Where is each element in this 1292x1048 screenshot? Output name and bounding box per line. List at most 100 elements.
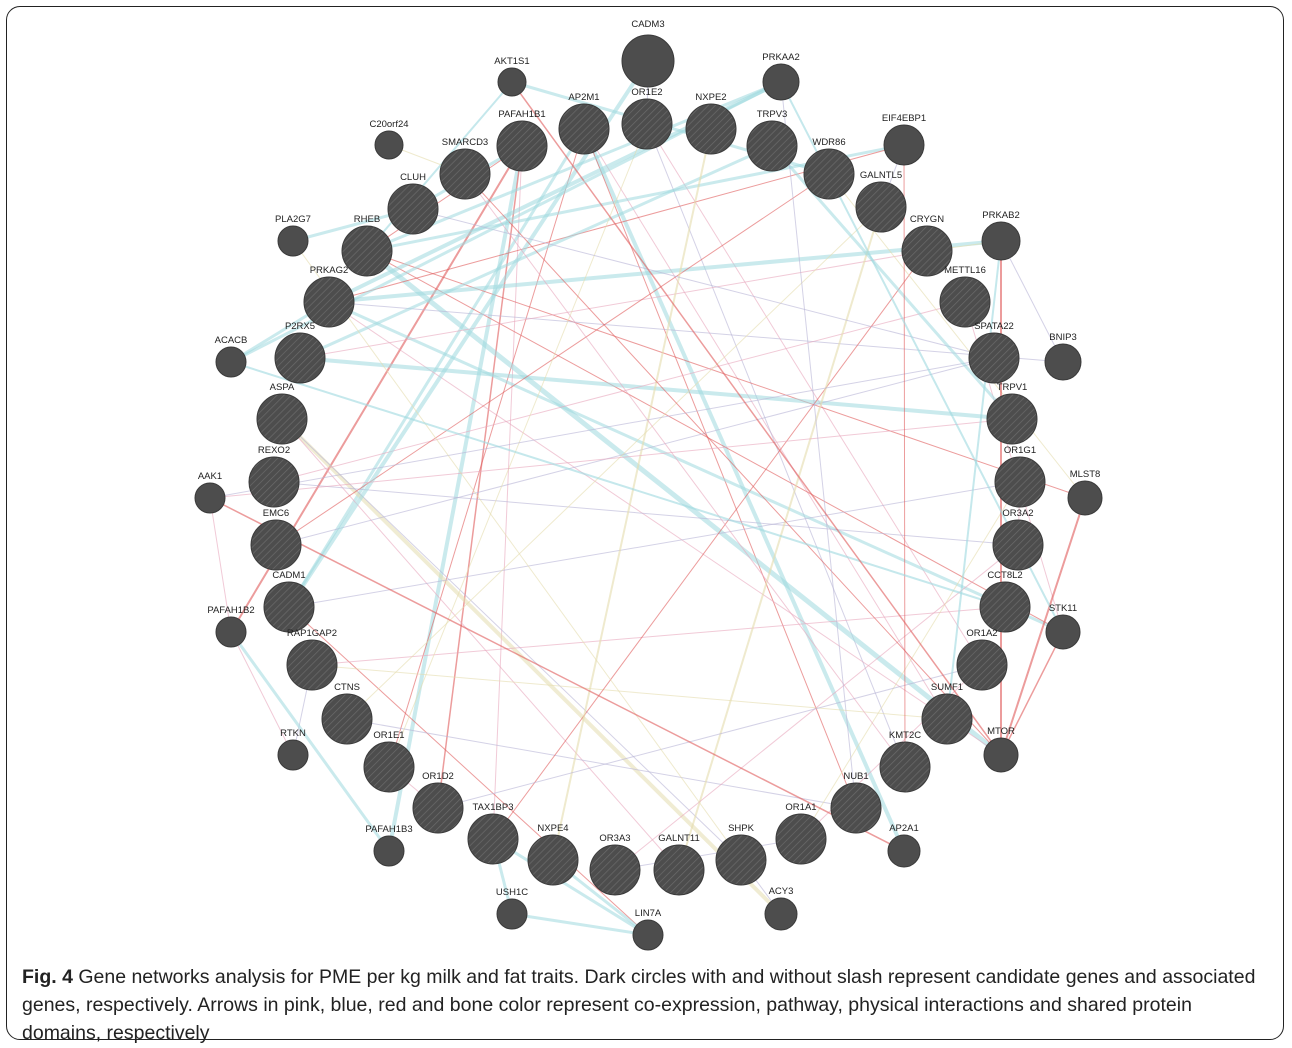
gene-label: SMARCD3 xyxy=(442,137,488,148)
gene-label: PRKAB2 xyxy=(982,210,1020,221)
edge-physical-stk11-mtor xyxy=(1000,631,1064,756)
gene-label: OR3A2 xyxy=(1002,508,1033,519)
edge-coexpression-pafah1b2-rtkn xyxy=(230,631,294,756)
gene-label: WDR86 xyxy=(812,137,845,148)
candidate-gene-circle xyxy=(986,393,1038,445)
gene-node-ush1c: USH1C xyxy=(496,887,528,930)
edge-coexpression-trpv1-aak1 xyxy=(209,418,1013,499)
associated-gene-circle xyxy=(374,130,404,160)
gene-label: CRYGN xyxy=(910,214,944,225)
edge-pathway-ush1c-lin7a xyxy=(511,912,649,937)
edge-other-emc6-spata22 xyxy=(275,357,995,546)
associated-gene-circle xyxy=(215,346,247,378)
candidate-gene-circle xyxy=(248,456,300,508)
gene-node-sumf1: SUMF1 xyxy=(921,682,973,745)
candidate-gene-circle xyxy=(746,120,798,172)
gene-label: C20orf24 xyxy=(369,119,408,130)
gene-node-tax1bp3: TAX1BP3 xyxy=(467,802,519,865)
gene-node-cluh: CLUH xyxy=(387,172,439,235)
gene-label: TRPV1 xyxy=(997,382,1028,393)
edge-physical-mtor-akt1s1 xyxy=(511,81,1002,756)
gene-node-galntl5: GALNTL5 xyxy=(855,170,907,233)
gene-label: GALNT11 xyxy=(658,833,700,844)
gene-node-or1e1: OR1E1 xyxy=(363,730,415,793)
candidate-gene-circle xyxy=(363,741,415,793)
candidate-gene-circle xyxy=(685,103,737,155)
gene-label: KMT2C xyxy=(889,730,921,741)
associated-gene-circle xyxy=(883,124,925,166)
gene-label: STK11 xyxy=(1049,603,1077,614)
edge-physical-rheb-mlst8 xyxy=(366,250,1086,499)
associated-gene-circle xyxy=(1044,343,1082,381)
gene-node-pafah1b2: PAFAH1B2 xyxy=(207,605,255,648)
associated-gene-circle xyxy=(194,482,226,514)
gene-label: EMC6 xyxy=(263,508,289,519)
gene-label: TAX1BP3 xyxy=(472,802,513,813)
gene-node-prkag2: PRKAG2 xyxy=(303,265,355,328)
candidate-gene-circle xyxy=(968,332,1020,384)
candidate-gene-circle xyxy=(274,332,326,384)
associated-gene-circle xyxy=(762,63,800,101)
edge-shared_domains-or1a1-or1g1 xyxy=(800,481,1021,840)
gene-node-crygn: CRYGN xyxy=(901,214,953,277)
associated-gene-circle xyxy=(981,221,1021,261)
gene-label: OR1E2 xyxy=(631,87,662,98)
candidate-gene-circle xyxy=(412,782,464,834)
candidate-gene-circle xyxy=(803,148,855,200)
edge-coexpression-or1e2-or1a2 xyxy=(646,123,983,666)
gene-node-aak1: AAK1 xyxy=(194,471,226,514)
gene-node-ctns: CTNS xyxy=(321,682,373,745)
gene-label: METTL16 xyxy=(944,265,986,276)
gene-node-shpk: SHPK xyxy=(715,823,767,886)
associated-gene-circle xyxy=(1045,614,1081,650)
gene-label: RTKN xyxy=(280,728,306,739)
edge-pathway-prkag2-prkab2 xyxy=(328,239,1002,304)
gene-label: P2RX5 xyxy=(285,321,315,332)
edge-pathway-sumf1-prkab2 xyxy=(946,240,1002,720)
candidate-gene-circle xyxy=(992,519,1044,571)
candidate-gene-circle xyxy=(439,148,491,200)
edge-coexpression-pafah1b1-tax1bp3 xyxy=(492,145,523,840)
gene-node-lin7a: LIN7A xyxy=(632,908,664,951)
gene-label: ASPA xyxy=(270,382,295,393)
gene-node-pafah1b1: PAFAH1B1 xyxy=(496,109,548,172)
gene-label: AAK1 xyxy=(198,471,222,482)
gene-label: PLA2G7 xyxy=(275,214,311,225)
gene-node-galnt11: GALNT11 xyxy=(653,833,705,896)
gene-node-ap2a1: AP2A1 xyxy=(887,823,921,868)
gene-node-akt1s1: AKT1S1 xyxy=(494,56,530,97)
figure-label: Fig. 4 xyxy=(22,966,73,988)
gene-node-mlst8: MLST8 xyxy=(1067,469,1103,516)
gene-node-rexo2: REXO2 xyxy=(248,445,300,508)
network-nodes: CADM3 AKT1S1 PRKAA2 C20orf24 EIF4EBP1 PLA2G7 P… xyxy=(194,19,1103,951)
candidate-gene-circle xyxy=(589,844,641,896)
candidate-gene-circle xyxy=(467,813,519,865)
gene-node-acy3: ACY3 xyxy=(764,886,798,931)
network-edges xyxy=(209,59,1086,937)
associated-gene-circle xyxy=(632,919,664,951)
gene-node-prkaa2: PRKAA2 xyxy=(762,52,800,101)
candidate-gene-circle xyxy=(621,98,673,150)
gene-label: ACACB xyxy=(215,335,248,346)
edge-shared_domains-ctns-galntl5 xyxy=(346,206,882,720)
candidate-gene-circle xyxy=(901,225,953,277)
gene-network-diagram: CADM3 AKT1S1 PRKAA2 C20orf24 EIF4EBP1 PLA2G7 P… xyxy=(194,19,1103,951)
edge-coexpression-aak1-pafah1b2 xyxy=(209,497,232,633)
edge-other-prkag2-bnip3 xyxy=(328,301,1064,363)
edge-pathway-p2rx5-trpv1 xyxy=(299,356,1013,421)
figure-frame xyxy=(6,6,1284,1040)
associated-gene-circle xyxy=(1067,480,1103,516)
edge-physical-aak1-ap2a1 xyxy=(209,497,905,852)
gene-label: CCT8L2 xyxy=(987,570,1022,581)
associated-gene-circle xyxy=(496,898,528,930)
candidate-gene-circle xyxy=(387,183,439,235)
edge-physical-pafah1b1-rheb xyxy=(366,145,523,252)
edge-coexpression-aspa-galnt11 xyxy=(281,418,680,871)
gene-node-or1e2: OR1E2 xyxy=(621,87,673,150)
edge-other-bnip3-prkab2 xyxy=(1000,240,1064,363)
edge-physical-ap2m1-or1e1 xyxy=(388,128,585,768)
gene-node-rtkn: RTKN xyxy=(277,728,309,771)
edge-coexpression-p2rx5-crygn xyxy=(299,250,928,359)
gene-node-prkab2: PRKAB2 xyxy=(981,210,1021,261)
candidate-gene-circle xyxy=(558,103,610,155)
